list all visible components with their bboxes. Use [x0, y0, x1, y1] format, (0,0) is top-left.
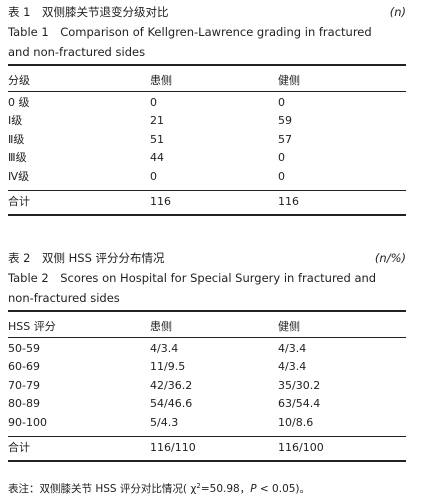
header-cell: 健侧 — [278, 320, 300, 333]
table-rule — [8, 64, 406, 66]
table-cell: 42/36.2 — [150, 378, 193, 392]
note-sup: 2 — [196, 482, 201, 490]
table-title-en: non-fractured sides — [8, 291, 120, 305]
table-note: 表注：双侧膝关节 HSS 评分对比情况( χ2=50.98，P < 0.05)。 — [8, 479, 310, 496]
table-cell: 90-100 — [8, 415, 47, 429]
header-cell: 患侧 — [150, 74, 172, 87]
table-unit: (n/%) — [374, 251, 406, 265]
table-cell: 0 — [150, 169, 157, 183]
table-cell: 0 级 — [8, 96, 30, 109]
table-cell: 50-59 — [8, 342, 40, 355]
header-cell: HSS 评分 — [8, 320, 56, 333]
total-cell: 116/110 — [150, 441, 196, 454]
header-cell: 分级 — [8, 74, 30, 87]
table-rule — [8, 310, 406, 312]
table-cell: Ⅲ级 — [8, 151, 27, 165]
table-cell: 80-89 — [8, 397, 40, 411]
table-cell: 0 — [278, 151, 285, 165]
table-cell: Ⅱ级 — [8, 132, 25, 146]
table-title: 表 2 双侧 HSS 评分分布情况 — [8, 251, 165, 265]
table-cell: 0 — [278, 169, 285, 183]
total-cell: 116/100 — [278, 441, 324, 454]
table-cell: 21 — [150, 114, 164, 128]
note-text: =50.98， — [200, 483, 251, 495]
total-cell: 116 — [278, 195, 299, 208]
table-cell: 63/54.4 — [278, 397, 321, 411]
table-cell: 60-69 — [8, 360, 40, 374]
table-cell: 10/8.6 — [278, 415, 314, 429]
table-cell: 4/3.4 — [278, 342, 307, 355]
table-rule — [8, 214, 406, 216]
table-cell: 57 — [278, 132, 292, 146]
table-cell: Ⅳ级 — [8, 169, 30, 183]
total-cell: 合计 — [8, 441, 30, 454]
header-cell: 患侧 — [150, 320, 172, 333]
table-title-en: and non-fractured sides — [8, 45, 146, 59]
table-cell: 70-79 — [8, 378, 40, 392]
table-rule — [8, 460, 406, 462]
table-title: 表 1 双侧膝关节退变分级对比 — [8, 5, 169, 19]
note-p: P — [250, 483, 257, 495]
table-rule — [8, 91, 406, 92]
note-text: < 0.05)。 — [256, 483, 311, 495]
table-unit: (n) — [389, 5, 406, 19]
table-rule — [8, 436, 406, 437]
table-cell: 0 — [150, 96, 157, 109]
table-rule — [8, 337, 406, 338]
table-cell: 59 — [278, 114, 292, 128]
total-cell: 116 — [150, 195, 171, 208]
table-cell: 54/46.6 — [150, 397, 193, 411]
table-rule — [8, 190, 406, 191]
table-cell: 51 — [150, 132, 164, 146]
table-title-en: Table 1 Comparison of Kellgren-Lawrence … — [8, 25, 372, 39]
table-title-en: Table 2 Scores on Hospital for Special S… — [8, 271, 377, 285]
total-cell: 合计 — [8, 195, 30, 208]
table-cell: 0 — [278, 96, 285, 109]
table-cell: 44 — [150, 151, 164, 165]
table-cell: 11/9.5 — [150, 360, 186, 374]
header-cell: 健侧 — [278, 74, 300, 87]
table-cell: 4/3.4 — [278, 360, 307, 374]
note-text: 表注：双侧膝关节 HSS 评分对比情况( χ — [8, 483, 197, 495]
table-cell: 35/30.2 — [278, 378, 321, 392]
table-cell: 4/3.4 — [150, 342, 179, 355]
table-cell: Ⅰ级 — [8, 114, 23, 128]
table-cell: 5/4.3 — [150, 415, 179, 429]
